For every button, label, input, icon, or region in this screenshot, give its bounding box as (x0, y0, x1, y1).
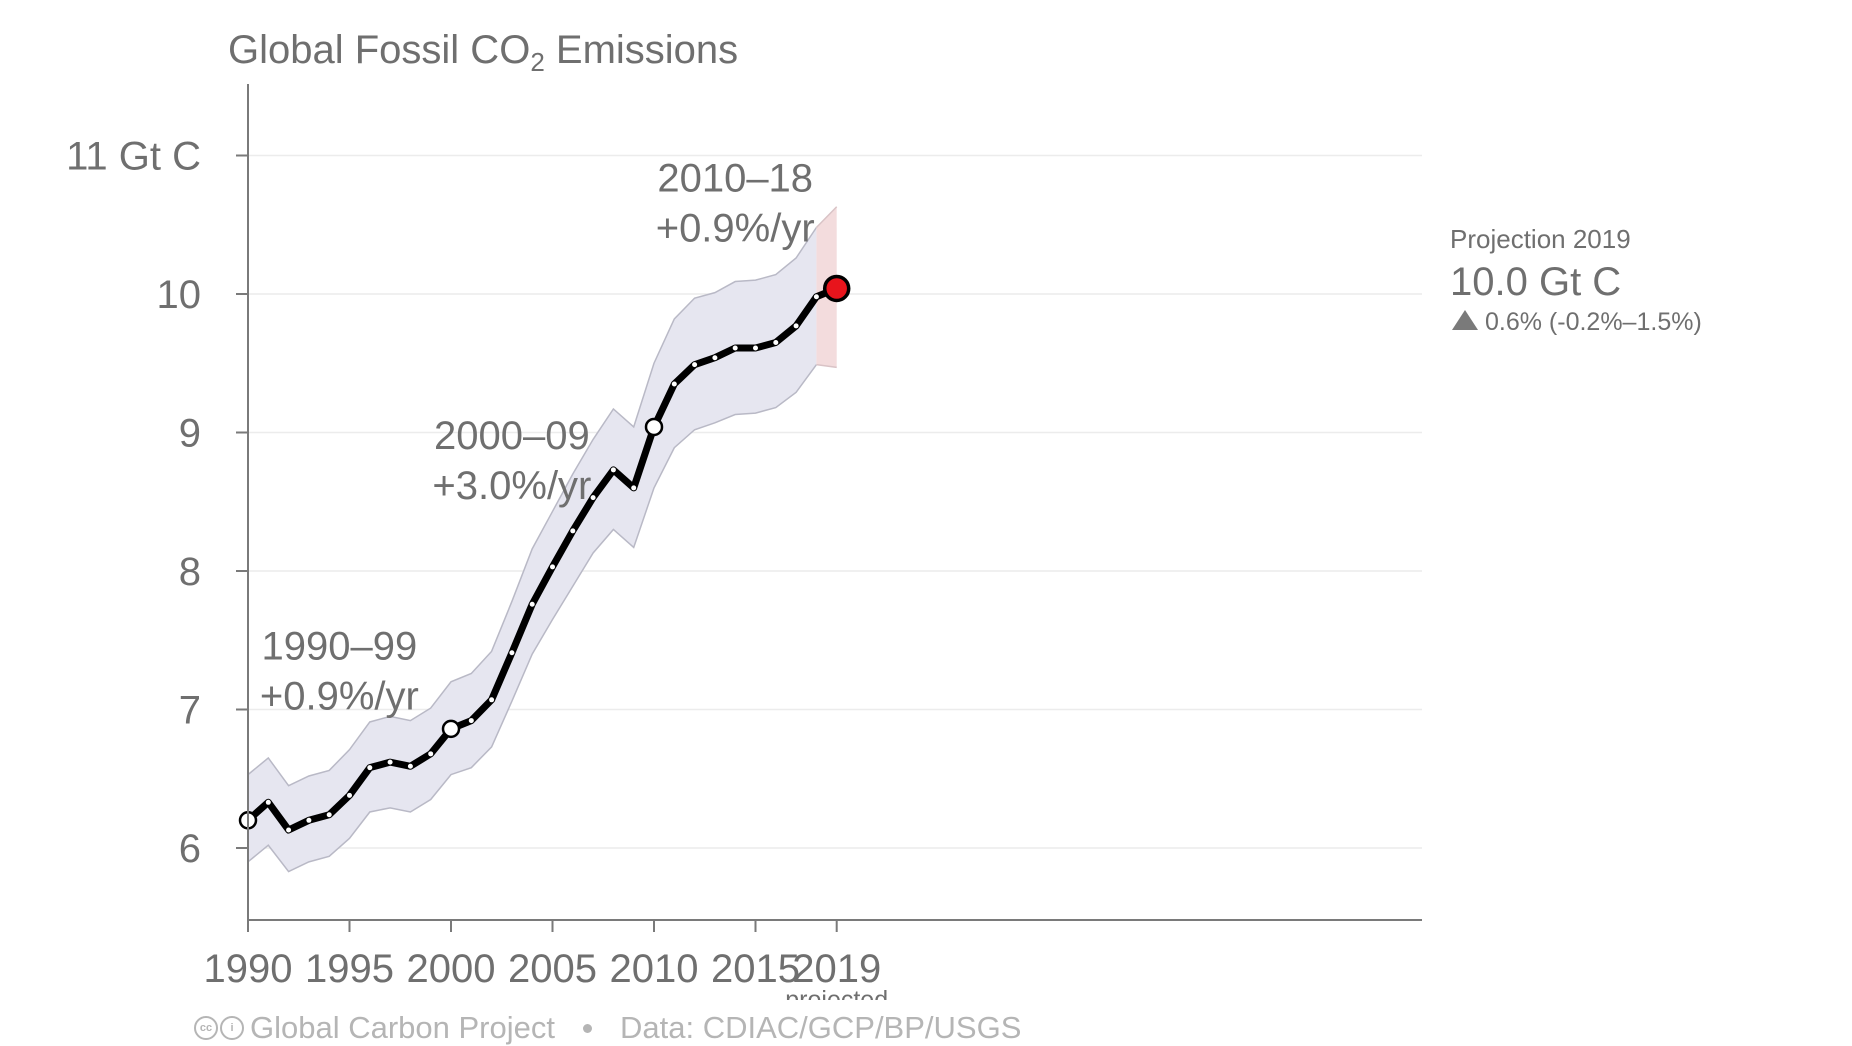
x-tick-label: 2015 (711, 947, 800, 991)
data-point (367, 765, 373, 771)
data-point (712, 355, 718, 361)
data-point (347, 792, 352, 798)
data-point (793, 323, 799, 329)
data-point (590, 495, 596, 501)
highlight-point (441, 719, 461, 739)
data-point (428, 751, 434, 757)
data-point (407, 763, 413, 769)
data-point (813, 294, 819, 300)
y-tick-label: 8 (179, 550, 201, 594)
annotation-period: 2000–09 (434, 414, 590, 458)
projection-band-upper-edge (815, 206, 838, 229)
triangle-up-icon (1452, 310, 1478, 330)
data-point (773, 339, 779, 345)
data-point (509, 650, 515, 656)
chart-title: Global Fossil CO2 Emissions (228, 28, 739, 77)
y-tick-label: 11 Gt C (66, 135, 201, 179)
data-point (286, 827, 292, 833)
data-point (732, 345, 738, 351)
data-point (753, 345, 758, 351)
x-tick-label: 2010 (610, 947, 699, 991)
projection-point (822, 274, 851, 303)
uncertainty-band (248, 227, 817, 872)
annotation-rate: +3.0%/yr (432, 464, 591, 508)
data-point (671, 381, 677, 387)
plot-area (248, 206, 839, 873)
x-tick-label: 1995 (305, 947, 394, 991)
y-tick-label: 7 (179, 689, 201, 733)
annotation-period: 1990–99 (261, 625, 417, 669)
data-point (550, 564, 555, 570)
data-point (326, 812, 332, 818)
data-point (570, 528, 576, 534)
y-tick-label: 6 (179, 827, 201, 871)
data-point (692, 362, 698, 368)
band-upper-edge (248, 227, 818, 787)
annotation-rate: +0.9%/yr (260, 675, 419, 719)
data-point (631, 485, 637, 491)
projection-change: 0.6% (-0.2%–1.5%) (1485, 308, 1702, 336)
projection-value: 10.0 Gt C (1450, 260, 1621, 304)
x-tick-label: 1990 (204, 947, 293, 991)
x-tick-label: 2019 (792, 947, 881, 991)
data-point (306, 817, 312, 823)
annotation-period: 2010–18 (657, 157, 813, 201)
footer-source: Global Carbon Project (250, 1010, 555, 1045)
y-tick-label: 10 (157, 273, 202, 317)
data-point (529, 601, 535, 607)
projection-band-lower-edge (816, 363, 837, 369)
data-point (265, 799, 271, 805)
x-tick-sublabel: projected (785, 986, 888, 1000)
footer-data: Data: CDIAC/GCP/BP/USGS (620, 1010, 1022, 1045)
annotation-rate: +0.9%/yr (656, 207, 815, 251)
x-tick-label: 2000 (407, 947, 496, 991)
highlight-point (644, 417, 664, 437)
data-point (387, 759, 393, 765)
data-point (610, 467, 616, 473)
creative-commons-icon: cc i (194, 1016, 244, 1040)
data-point (468, 718, 474, 724)
data-point (489, 697, 495, 703)
y-tick-label: 9 (179, 412, 201, 456)
footer: cc i Global Carbon Project Data: CDIAC/GC… (194, 1010, 1021, 1046)
x-tick-label: 2005 (508, 947, 597, 991)
band-lower-edge (248, 364, 818, 873)
separator-dot (583, 1023, 592, 1033)
projection-label: Projection 2019 (1450, 224, 1631, 254)
